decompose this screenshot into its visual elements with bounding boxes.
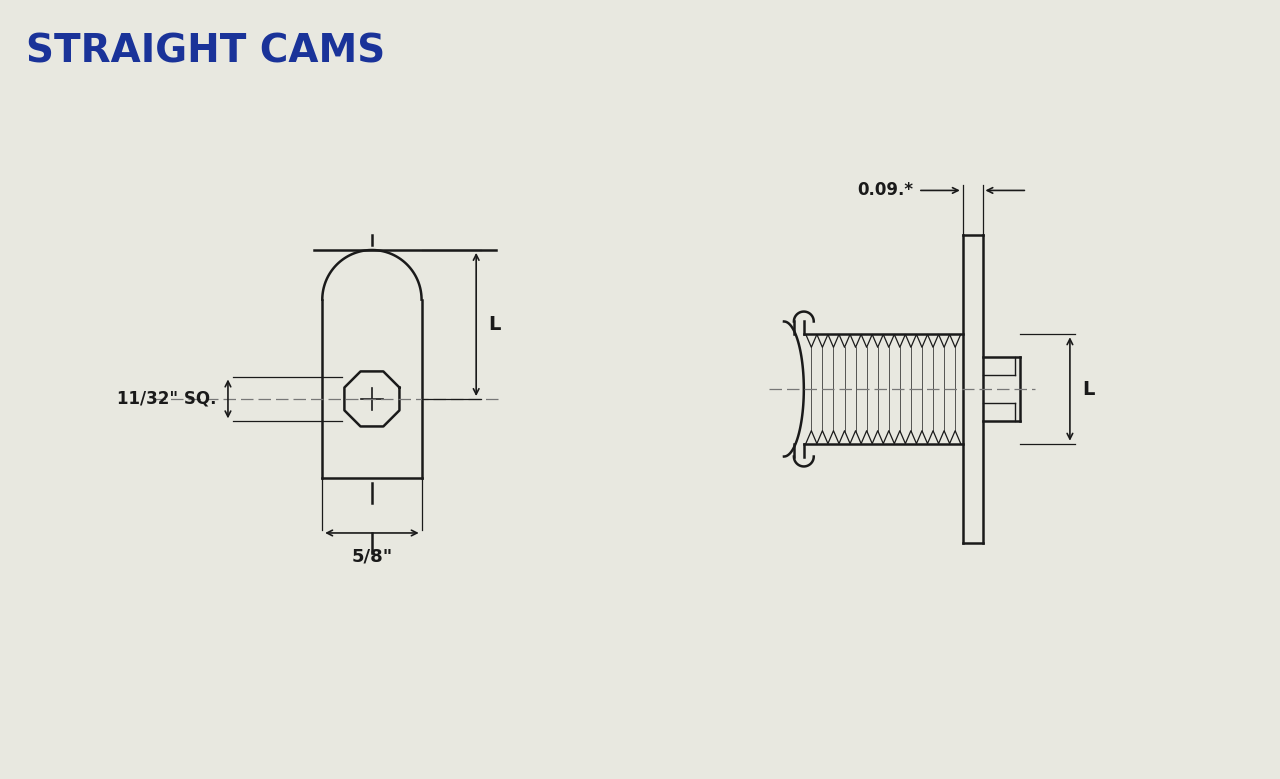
Text: L: L (1082, 379, 1094, 399)
Text: 0.09.*: 0.09.* (858, 182, 913, 199)
Text: 5/8": 5/8" (351, 548, 393, 566)
Text: L: L (488, 315, 500, 334)
Text: 11/32" SQ.: 11/32" SQ. (116, 390, 216, 408)
Text: STRAIGHT CAMS: STRAIGHT CAMS (27, 33, 385, 70)
